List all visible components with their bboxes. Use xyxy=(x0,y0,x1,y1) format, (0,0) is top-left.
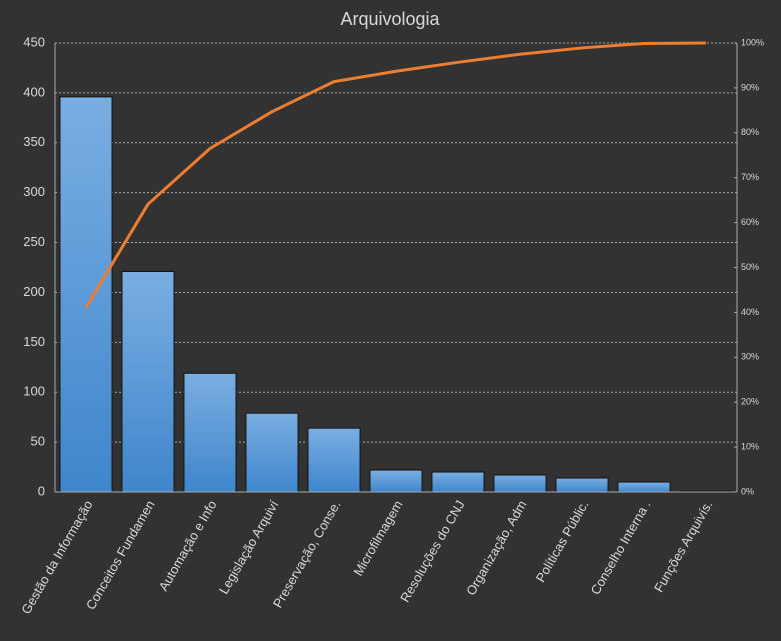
y2-tick-label: 50% xyxy=(741,262,759,272)
bar xyxy=(431,471,485,493)
bar xyxy=(369,469,423,493)
y2-tick-label: 100% xyxy=(741,37,764,47)
bar xyxy=(59,96,113,493)
cumulative-line xyxy=(84,41,707,309)
bar xyxy=(183,372,237,493)
y2-tick-label: 10% xyxy=(741,441,759,451)
y2-tick-label: 60% xyxy=(741,217,759,227)
bar xyxy=(617,481,671,493)
y-tick-label: 250 xyxy=(23,234,45,249)
y-tick-label: 400 xyxy=(23,84,45,99)
y-tick-label: 50 xyxy=(31,434,45,449)
bar xyxy=(555,477,609,493)
y2-tick-label: 20% xyxy=(741,397,759,407)
y-tick-label: 0 xyxy=(38,483,45,498)
y-tick-label: 300 xyxy=(23,184,45,199)
y-tick-label: 350 xyxy=(23,134,45,149)
bar xyxy=(493,474,547,493)
chart-title: Arquivologia xyxy=(340,9,440,29)
y2-tick-label: 90% xyxy=(741,82,759,92)
y-tick-label: 100 xyxy=(23,384,45,399)
bar xyxy=(121,270,175,493)
y2-tick-label: 30% xyxy=(741,352,759,362)
y2-tick-label: 80% xyxy=(741,127,759,137)
bar xyxy=(245,412,299,493)
y2-tick-label: 70% xyxy=(741,172,759,182)
y-tick-label: 200 xyxy=(23,284,45,299)
bar xyxy=(307,427,361,493)
y2-tick-label: 0% xyxy=(741,486,754,496)
y-tick-label: 450 xyxy=(23,34,45,49)
y-tick-label: 150 xyxy=(23,334,45,349)
y2-tick-label: 40% xyxy=(741,307,759,317)
